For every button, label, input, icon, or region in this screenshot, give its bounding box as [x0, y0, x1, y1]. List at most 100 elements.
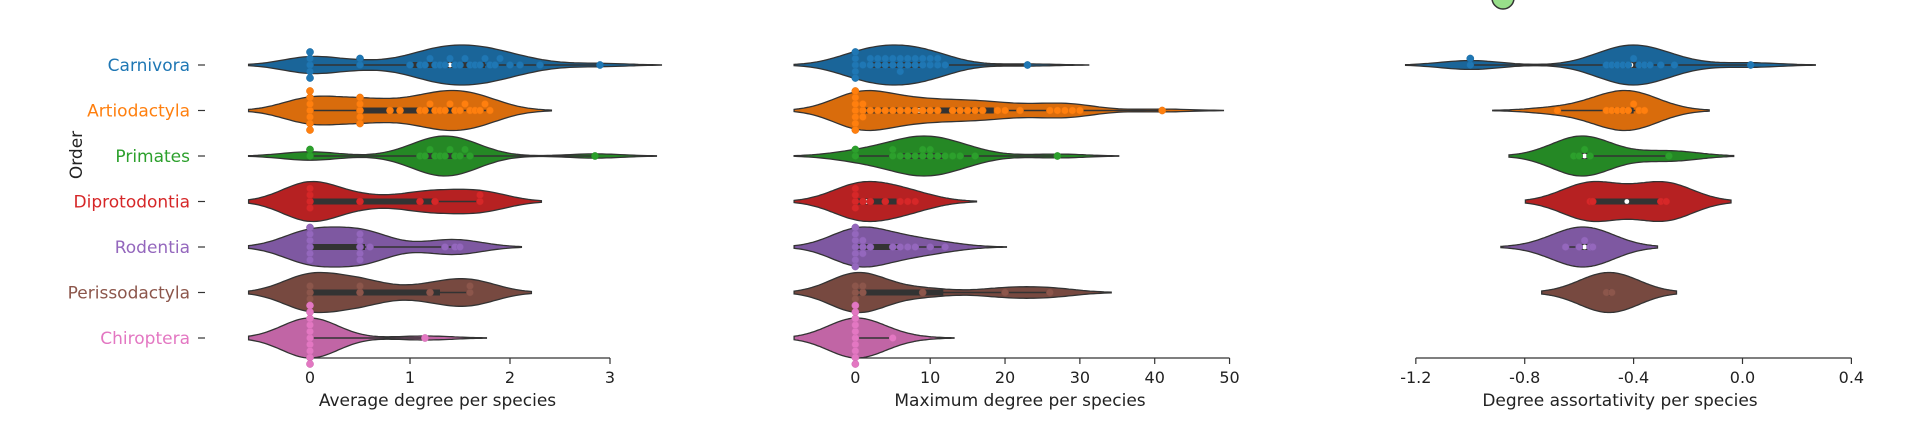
point-0-0-16 — [456, 61, 464, 69]
point-0-4-1 — [306, 236, 314, 245]
point-1-2-4 — [896, 152, 905, 160]
point-0-1-9 — [356, 113, 364, 121]
point-1-2-13 — [948, 152, 957, 160]
point-0-0-20 — [476, 61, 484, 69]
point-1-1-23 — [971, 106, 979, 115]
point-0-5-5 — [426, 288, 434, 297]
point-1-1-8 — [858, 100, 867, 108]
point-0-6-1 — [306, 327, 314, 336]
point-0-2-7 — [441, 152, 449, 160]
point-0-1-5 — [306, 87, 314, 95]
point-1-1-3 — [851, 93, 860, 102]
point-1-2-14 — [956, 152, 964, 160]
point-0-1-22 — [456, 106, 464, 115]
x-tick-label-1-5: 50 — [1219, 368, 1239, 387]
panel-1: 0 10 20 30 40 50 Maximum degree per species — [793, 44, 1240, 411]
point-1-2-3 — [888, 145, 897, 154]
point-0-0-28 — [596, 61, 604, 69]
point-1-3-0 — [851, 197, 860, 206]
x-tick-label-1-3: 30 — [1070, 368, 1090, 387]
point-1-1-32 — [1076, 106, 1084, 115]
point-0-3-5 — [416, 197, 424, 206]
point-1-1-4 — [851, 119, 860, 128]
point-0-1-20 — [446, 100, 454, 108]
point-1-1-2 — [851, 113, 860, 121]
point-0-2-4 — [426, 145, 434, 154]
point-2-1-0 — [1553, 106, 1562, 115]
point-0-0-14 — [446, 54, 454, 63]
point-2-4-1 — [1575, 243, 1584, 251]
point-1-1-18 — [926, 106, 935, 115]
point-0-1-8 — [356, 100, 364, 108]
point-0-1-23 — [461, 100, 469, 108]
iqr-box-1-4 — [855, 244, 901, 250]
x-tick-label-1-2: 20 — [995, 368, 1015, 387]
point-1-6-2 — [851, 340, 860, 349]
x-axis-title-0: Average degree per species — [319, 391, 556, 411]
point-1-6-10 — [888, 334, 897, 342]
point-1-0-20 — [911, 54, 920, 63]
point-1-1-30 — [1061, 106, 1069, 115]
point-2-2-4 — [1665, 152, 1673, 160]
point-0-4-14 — [456, 243, 464, 251]
point-0-4-11 — [366, 243, 374, 251]
point-1-0-11 — [881, 54, 890, 63]
point-1-2-5 — [903, 152, 912, 160]
point-0-0-24 — [496, 54, 504, 63]
category-label-6: Chiroptera — [100, 329, 190, 349]
point-0-0-7 — [406, 61, 414, 69]
point-1-0-7 — [866, 54, 875, 63]
point-0-1-6 — [306, 126, 314, 134]
point-0-6-0 — [306, 334, 314, 342]
point-1-2-1 — [851, 145, 860, 154]
point-1-4-0 — [851, 243, 860, 251]
point-1-4-1 — [851, 236, 860, 245]
point-0-1-15 — [421, 106, 429, 115]
point-1-0-23 — [926, 61, 935, 69]
point-1-0-24 — [926, 54, 935, 63]
point-0-3-4 — [356, 197, 364, 206]
point-2-1-6 — [1629, 100, 1638, 108]
point-2-0-1 — [1466, 54, 1475, 63]
point-1-5-0 — [851, 288, 860, 297]
point-0-3-6 — [431, 197, 439, 206]
point-0-1-16 — [426, 100, 434, 108]
point-1-2-9 — [926, 152, 935, 160]
point-2-2-1 — [1575, 152, 1584, 160]
iqr-box-0-4 — [310, 244, 365, 250]
point-1-3-5 — [866, 197, 875, 206]
point-2-3-3 — [1662, 197, 1671, 206]
point-1-1-20 — [948, 106, 957, 115]
y-axis-title: Order — [67, 131, 87, 179]
point-1-1-17 — [918, 106, 927, 115]
point-1-1-22 — [963, 106, 972, 115]
median-2-2 — [1582, 153, 1588, 159]
point-1-0-26 — [933, 54, 942, 63]
point-1-5-5 — [918, 288, 927, 297]
point-1-1-27 — [1016, 106, 1024, 115]
point-2-5-1 — [1607, 288, 1616, 297]
point-1-0-19 — [911, 61, 920, 69]
point-1-4-13 — [903, 243, 912, 251]
point-1-0-4 — [851, 74, 860, 82]
point-2-4-0 — [1561, 243, 1570, 251]
point-1-3-2 — [851, 204, 860, 212]
point-0-0-1 — [306, 54, 314, 63]
point-1-2-7 — [918, 152, 927, 160]
point-1-5-1 — [851, 282, 860, 290]
median-2-4 — [1582, 244, 1588, 250]
point-0-3-3 — [306, 184, 314, 193]
point-1-1-29 — [1053, 106, 1062, 115]
point-1-0-5 — [858, 61, 867, 69]
point-1-1-31 — [1068, 106, 1077, 115]
point-0-1-11 — [356, 119, 364, 128]
point-1-1-33 — [1158, 106, 1167, 115]
point-1-0-15 — [896, 54, 905, 63]
point-1-5-4 — [858, 282, 867, 290]
point-0-3-7 — [476, 197, 484, 206]
point-1-0-17 — [903, 61, 912, 69]
point-0-4-12 — [441, 243, 449, 251]
iqr-box-1-3 — [855, 198, 897, 205]
point-1-1-7 — [858, 106, 867, 115]
point-0-6-10 — [421, 334, 429, 342]
